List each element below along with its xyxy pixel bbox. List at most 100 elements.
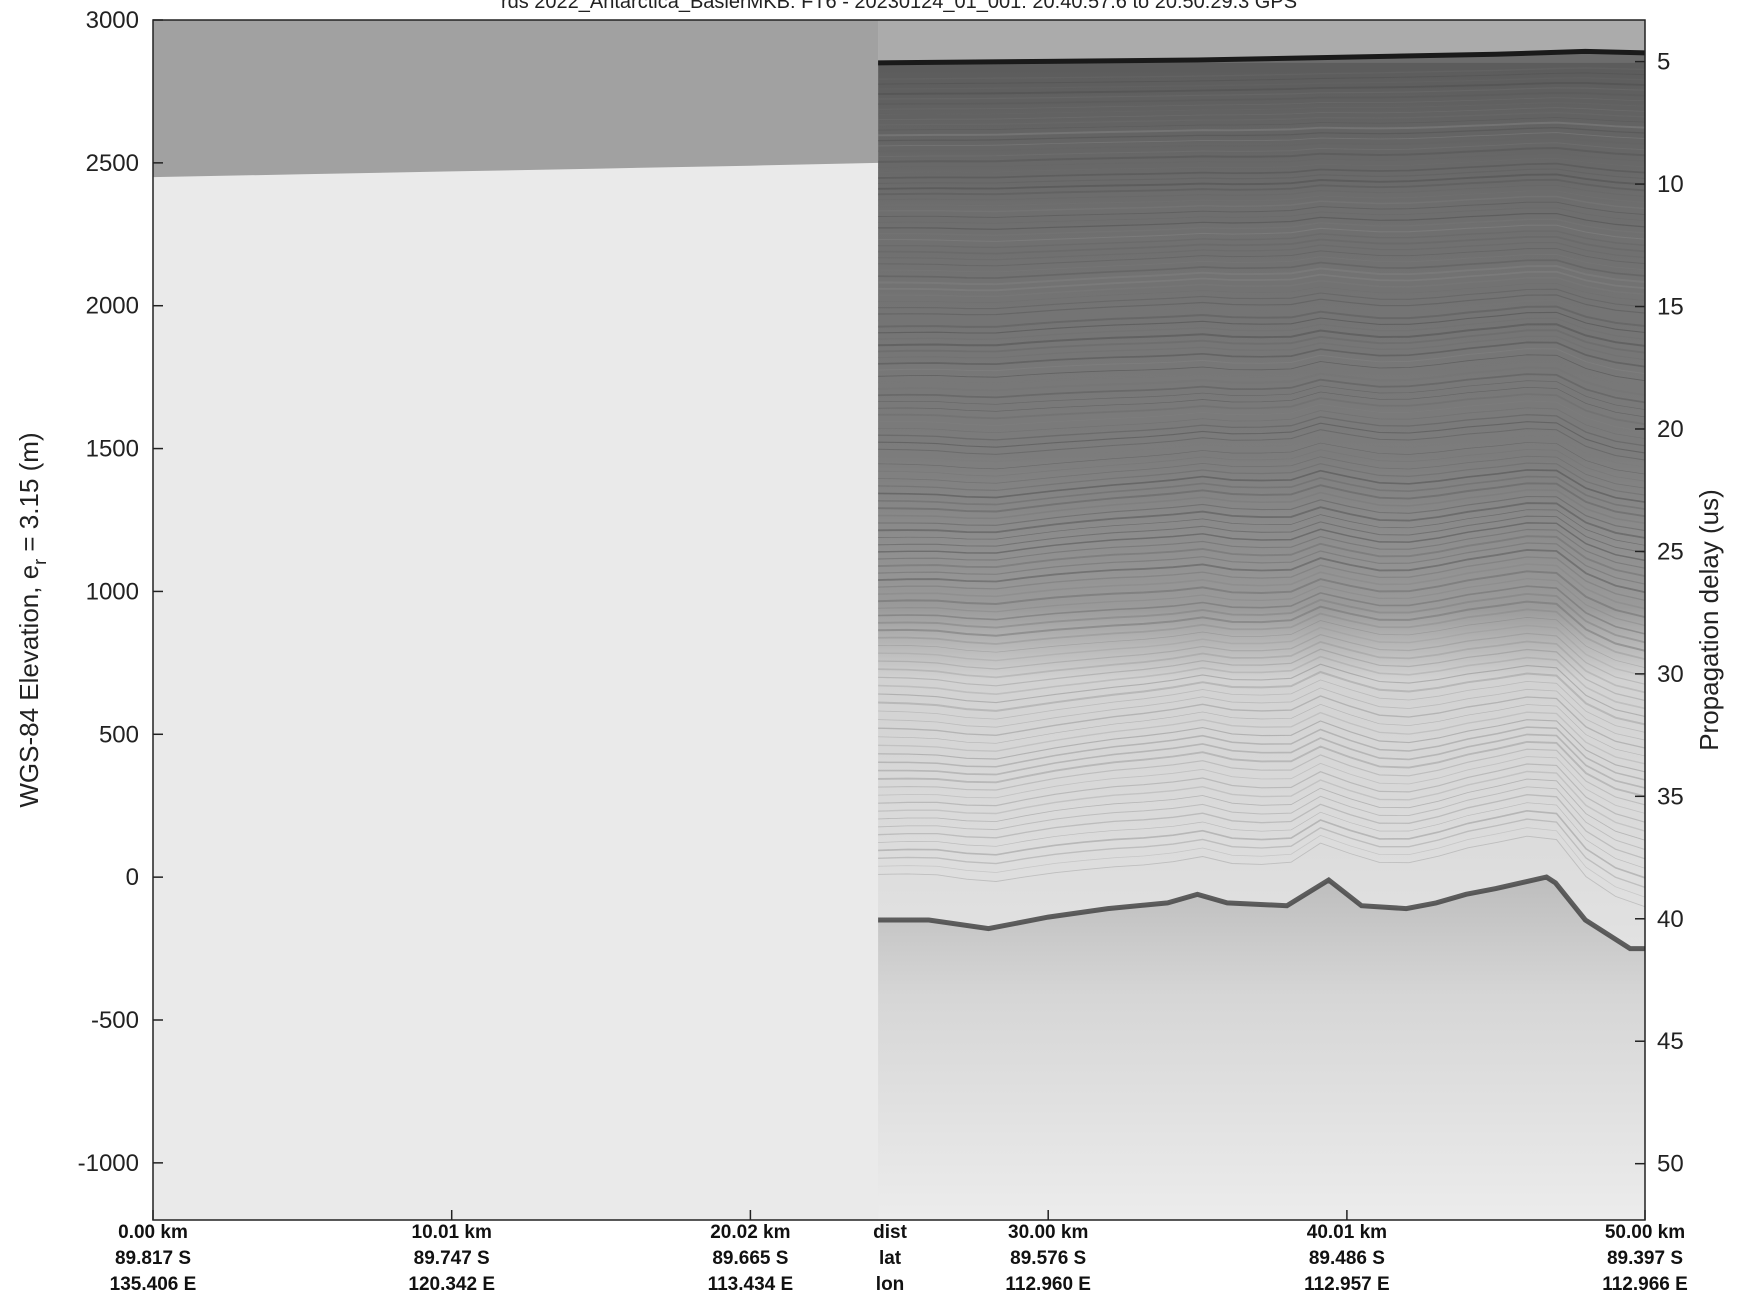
internal-layer <box>878 679 1645 733</box>
internal-layer <box>878 585 1645 635</box>
internal-layer <box>878 87 1645 100</box>
internal-layer <box>878 475 1645 510</box>
internal-layer <box>878 794 1645 860</box>
y2-tick-label: 5 <box>1657 49 1670 76</box>
x-tick-label-dist: 20.02 km <box>710 1222 790 1243</box>
internal-layer <box>878 270 1645 292</box>
x-tick-label-dist: 10.01 km <box>412 1222 492 1243</box>
internal-layer <box>878 515 1645 554</box>
internal-layer <box>878 407 1645 439</box>
internal-layer <box>878 168 1645 184</box>
internal-layer <box>878 522 1645 562</box>
internal-layer <box>878 97 1645 110</box>
internal-layer <box>878 548 1645 594</box>
x-tick-label-lon: 120.342 E <box>408 1274 495 1295</box>
internal-layer <box>878 288 1645 310</box>
internal-layer <box>878 733 1645 789</box>
internal-layer <box>878 366 1645 396</box>
internal-layer <box>878 242 1645 261</box>
below-bed-region <box>878 877 1645 1220</box>
plot-frame <box>152 19 1646 1221</box>
internal-layer <box>878 711 1645 765</box>
x-tick-label-lon: 135.406 E <box>110 1274 197 1295</box>
internal-layer <box>878 311 1645 334</box>
internal-layer <box>878 703 1645 757</box>
internal-layer <box>878 462 1645 496</box>
x-tick-label-dist: 0.00 km <box>118 1222 188 1243</box>
internal-layer <box>878 400 1645 432</box>
internal-layer <box>878 502 1645 539</box>
internal-layer <box>878 117 1645 131</box>
internal-layer <box>878 556 1645 602</box>
internal-layer <box>878 329 1645 354</box>
internal-layer <box>878 663 1645 718</box>
internal-layer <box>878 719 1645 773</box>
no-data-ice-region <box>153 162 879 1220</box>
no-data-air-region <box>153 20 879 188</box>
internal-layer <box>878 72 1645 85</box>
x-tick-label-dist: 50.00 km <box>1605 1222 1685 1243</box>
internal-layer <box>878 67 1645 80</box>
internal-layer <box>878 482 1645 518</box>
internal-layer <box>878 91 1645 105</box>
internal-layer <box>878 265 1645 286</box>
right-y-axis: 5 10 15 20 25 30 35 40 45 50 <box>1635 49 1684 1178</box>
internal-layer <box>878 283 1645 303</box>
y2-tick-label: 10 <box>1657 171 1684 198</box>
internal-layer <box>878 670 1645 726</box>
internal-layer <box>878 687 1645 741</box>
y2-tick-label: 25 <box>1657 538 1684 565</box>
internal-layer <box>878 111 1645 126</box>
x-tick-label-lon: 112.957 E <box>1304 1274 1390 1295</box>
internal-layer <box>878 624 1645 677</box>
internal-layer <box>878 276 1645 298</box>
y2-tick-label: 15 <box>1657 294 1684 321</box>
x-tick-label-lat: 89.576 S <box>1010 1248 1086 1269</box>
internal-layer <box>878 348 1645 375</box>
internal-layer <box>878 360 1645 389</box>
internal-layer <box>878 201 1645 218</box>
internal-layer <box>878 726 1645 781</box>
internal-layer <box>878 770 1645 832</box>
internal-layer <box>878 802 1645 869</box>
x-row-label-lon: lon <box>876 1274 905 1295</box>
internal-layer <box>878 827 1645 898</box>
internal-layer <box>878 121 1645 137</box>
internal-layer <box>878 142 1645 158</box>
ice-column <box>878 51 1645 949</box>
internal-layer <box>878 132 1645 147</box>
internal-layer <box>878 162 1645 179</box>
internal-layer <box>878 254 1645 273</box>
internal-layer <box>878 77 1645 90</box>
echogram-plot-area <box>153 20 1645 1220</box>
internal-layer <box>878 341 1645 368</box>
y-tick-label: 3000 <box>86 7 139 34</box>
y-tick-label: -1000 <box>78 1150 139 1177</box>
internal-layer <box>878 190 1645 207</box>
internal-layer <box>878 695 1645 749</box>
chart-title: rds 2022_Antarctica_BaslerMKB: FT6 - 202… <box>501 0 1297 13</box>
internal-layer <box>878 102 1645 115</box>
internal-layer <box>878 542 1645 585</box>
internal-layer <box>878 608 1645 661</box>
internal-layer <box>878 756 1645 814</box>
internal-layer <box>878 421 1645 454</box>
x-tick-label-lat: 89.817 S <box>115 1248 191 1269</box>
internal-layer <box>878 380 1645 410</box>
internal-layer <box>878 137 1645 152</box>
y2-tick-label: 45 <box>1657 1028 1684 1055</box>
internal-layer <box>878 528 1645 569</box>
internal-layer <box>878 648 1645 702</box>
y-tick-label: 0 <box>126 864 139 891</box>
internal-layer <box>878 213 1645 230</box>
internal-layer <box>878 563 1645 610</box>
internal-layer <box>878 126 1645 142</box>
x-tick-label-dist: 40.01 km <box>1307 1222 1387 1243</box>
internal-layer <box>878 107 1645 121</box>
x-tick-label-lat: 89.397 S <box>1607 1248 1683 1269</box>
internal-layer <box>878 184 1645 201</box>
internal-layer <box>878 435 1645 468</box>
internal-layers <box>878 67 1645 908</box>
internal-layer <box>878 570 1645 619</box>
